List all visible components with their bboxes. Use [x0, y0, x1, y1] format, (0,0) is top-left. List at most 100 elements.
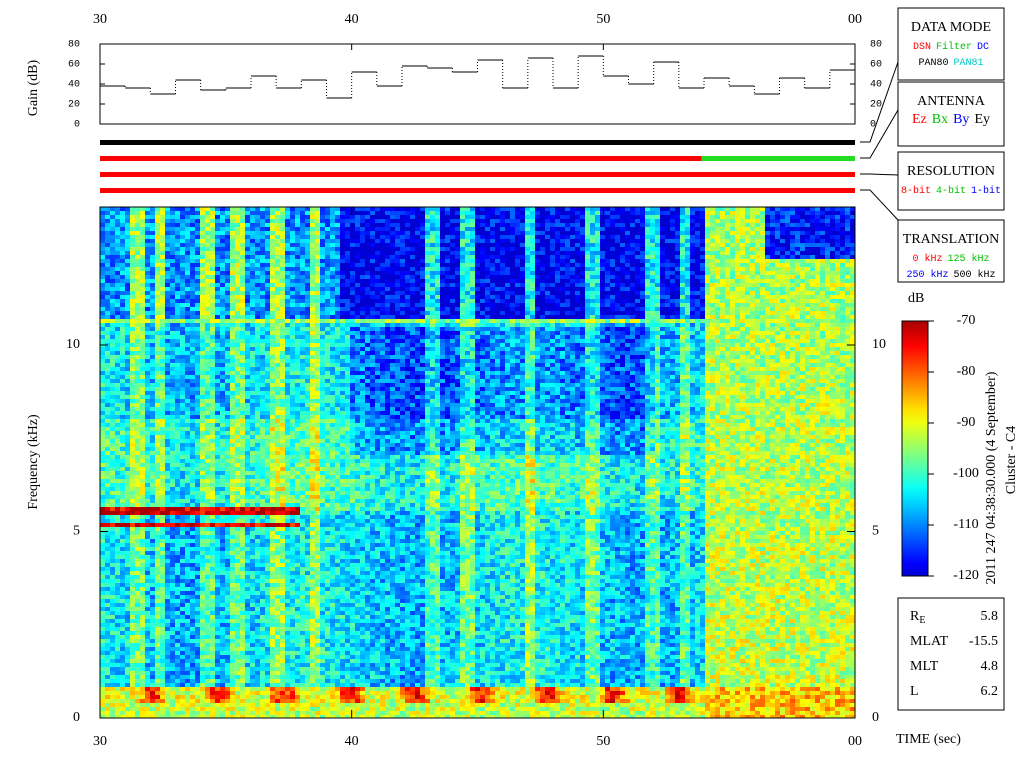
spectrogram-cell	[145, 559, 150, 563]
spectrogram-cell	[155, 683, 160, 687]
spectrogram-cell	[115, 339, 120, 343]
spectrogram-cell	[280, 519, 285, 523]
spectrogram-cell	[125, 371, 130, 375]
spectrogram-cell	[155, 387, 160, 391]
spectrogram-cell	[160, 559, 165, 563]
spectrogram-cell	[190, 231, 195, 235]
spectrogram-cell	[280, 419, 285, 423]
spectrogram-cell	[155, 599, 160, 603]
spectrogram-cell	[105, 235, 110, 239]
spectrogram-cell	[140, 319, 145, 323]
spectrogram-cell	[145, 331, 150, 335]
spectrogram-cell	[190, 571, 195, 575]
spectrogram-cell	[260, 539, 265, 543]
spectrogram-cell	[125, 655, 130, 659]
spectrogram-cell	[150, 707, 155, 711]
spectrogram-cell	[165, 471, 170, 475]
spectrogram-cell	[260, 615, 265, 619]
spectrogram-cell	[190, 223, 195, 227]
spectrogram-cell	[125, 251, 130, 255]
spectrogram-cell	[245, 271, 250, 275]
spectrogram-cell	[245, 467, 250, 471]
spectrogram-cell	[265, 515, 270, 519]
spectrogram-cell	[185, 527, 190, 531]
spectrogram-cell	[285, 611, 290, 615]
spectrogram-cell	[115, 495, 120, 499]
spectrogram-cell	[205, 707, 210, 711]
spectrogram-cell	[285, 583, 290, 587]
spectrogram-cell	[210, 595, 215, 599]
spectrogram-cell	[105, 259, 110, 263]
spectrogram-cell	[195, 555, 200, 559]
spectrogram-cell	[175, 639, 180, 643]
spectrogram-cell	[100, 231, 105, 235]
spectrogram-cell	[275, 643, 280, 647]
spectrogram-cell	[110, 611, 115, 615]
spectrogram-cell	[180, 467, 185, 471]
spectrogram-cell	[255, 483, 260, 487]
spectrogram-cell	[200, 451, 205, 455]
spectrogram-cell	[145, 267, 150, 271]
spectrogram-cell	[225, 451, 230, 455]
spectrogram-cell	[100, 555, 105, 559]
spectrogram-cell	[185, 391, 190, 395]
spectrogram-cell	[265, 215, 270, 219]
spectrogram-cell	[145, 371, 150, 375]
spectrogram-cell	[240, 279, 245, 283]
spectrogram-cell	[275, 515, 280, 519]
spectrogram-cell	[225, 575, 230, 579]
spectrogram-cell	[115, 431, 120, 435]
spectrogram-cell	[140, 279, 145, 283]
spectrogram-cell	[210, 299, 215, 303]
spectrogram-cell	[275, 691, 280, 695]
spectrogram-cell	[165, 391, 170, 395]
spectrogram-cell	[280, 435, 285, 439]
spectrogram-cell	[150, 407, 155, 411]
spectrogram-cell	[135, 427, 140, 431]
spectrogram-cell	[155, 327, 160, 331]
spectrogram-cell	[180, 395, 185, 399]
spectrogram-cell	[290, 631, 295, 635]
spectrogram-cell	[145, 219, 150, 223]
spectrogram-cell	[255, 635, 260, 639]
spectrogram-cell	[110, 319, 115, 323]
spectrogram-cell	[105, 511, 110, 515]
spectrogram-cell	[140, 503, 145, 507]
spectrogram-cell	[205, 647, 210, 651]
spectrogram-cell	[285, 391, 290, 395]
spectrogram-cell	[125, 463, 130, 467]
spectrogram-cell	[150, 423, 155, 427]
spectrogram-cell	[190, 663, 195, 667]
spectrogram-cell	[105, 263, 110, 267]
spectrogram-cell	[100, 315, 105, 319]
spectrogram-cell	[235, 251, 240, 255]
spectrogram-cell	[205, 543, 210, 547]
spectrogram-cell	[115, 687, 120, 691]
spectrogram-cell	[180, 379, 185, 383]
spectrogram-cell	[135, 303, 140, 307]
spectrogram-cell	[200, 331, 205, 335]
spectrogram-cell	[140, 651, 145, 655]
spectrogram-cell	[175, 403, 180, 407]
spectrogram-cell	[185, 235, 190, 239]
spectrogram-cell	[155, 359, 160, 363]
spectrogram-cell	[115, 543, 120, 547]
spectrogram-cell	[175, 535, 180, 539]
spectrogram-cell	[125, 323, 130, 327]
spectrogram-cell	[275, 291, 280, 295]
spectrogram-cell	[115, 419, 120, 423]
spectrogram-cell	[255, 275, 260, 279]
spectrogram-cell	[265, 375, 270, 379]
spectrogram-cell	[250, 507, 255, 511]
spectrogram-cell	[255, 411, 260, 415]
spectrogram-cell	[115, 651, 120, 655]
spectrogram-cell	[135, 339, 140, 343]
spectrogram-cell	[125, 575, 130, 579]
spectrogram-cell	[165, 299, 170, 303]
spectrogram-cell	[175, 627, 180, 631]
spectrogram-cell	[110, 371, 115, 375]
spectrogram-cell	[115, 451, 120, 455]
spectrogram-cell	[175, 483, 180, 487]
spectrogram-cell	[135, 335, 140, 339]
spectrogram-cell	[125, 355, 130, 359]
